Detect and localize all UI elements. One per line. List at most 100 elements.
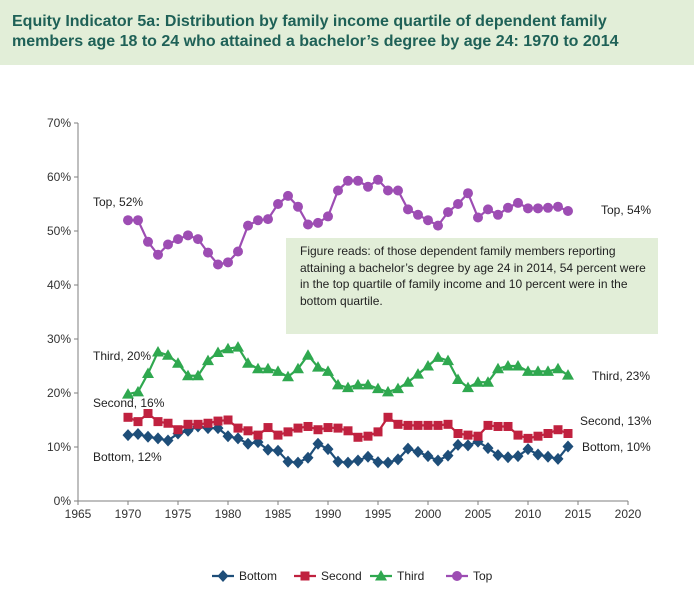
data-point-second bbox=[263, 423, 273, 433]
data-point-top bbox=[173, 234, 183, 245]
series-labels: Bottom, 12% Bottom, 10% Second, 16% Second,… bbox=[93, 195, 652, 464]
data-point-second bbox=[563, 429, 573, 438]
data-point-top bbox=[263, 214, 273, 225]
x-tick-label: 1970 bbox=[115, 507, 142, 521]
series-top bbox=[123, 174, 573, 270]
data-point-third bbox=[412, 368, 424, 379]
data-point-top bbox=[343, 175, 353, 186]
data-point-second bbox=[413, 420, 423, 430]
data-point-top bbox=[253, 215, 263, 226]
data-point-top bbox=[443, 207, 453, 218]
data-point-bottom bbox=[422, 450, 434, 463]
data-point-top bbox=[533, 203, 543, 214]
data-point-bottom bbox=[532, 448, 544, 461]
data-point-third bbox=[452, 373, 464, 384]
data-point-second bbox=[283, 427, 293, 437]
data-point-top bbox=[413, 209, 423, 220]
data-point-top bbox=[473, 212, 483, 223]
data-point-bottom bbox=[152, 432, 164, 445]
data-point-second bbox=[503, 421, 513, 431]
data-point-second bbox=[463, 430, 473, 440]
data-point-third bbox=[302, 349, 314, 360]
figure-reads-annotation: Figure reads: of those dependent family … bbox=[286, 238, 658, 334]
data-point-third bbox=[152, 345, 164, 357]
data-point-third bbox=[552, 362, 564, 374]
annotation-line: in the top quartile of family income and… bbox=[300, 277, 628, 291]
data-point-top bbox=[453, 199, 463, 209]
data-point-top bbox=[313, 217, 323, 228]
data-point-second bbox=[293, 423, 303, 433]
data-point-second bbox=[443, 419, 453, 429]
data-point-third bbox=[292, 362, 304, 374]
end-label-top: Top, 54% bbox=[601, 203, 651, 217]
data-point-top bbox=[143, 236, 153, 247]
data-point-bottom bbox=[442, 449, 454, 462]
data-point-second bbox=[233, 423, 243, 433]
data-point-top bbox=[243, 220, 253, 231]
data-point-bottom bbox=[232, 432, 244, 445]
x-tick-label: 2015 bbox=[565, 507, 592, 521]
annotation-line: bottom quartile. bbox=[300, 293, 383, 308]
data-point-top bbox=[293, 201, 303, 212]
end-label-bottom: Bottom, 10% bbox=[582, 440, 651, 454]
legend-marker bbox=[452, 571, 462, 581]
data-point-second bbox=[273, 430, 283, 440]
data-point-third bbox=[442, 354, 454, 366]
data-point-bottom bbox=[272, 444, 284, 457]
data-point-top bbox=[563, 206, 573, 217]
data-point-top bbox=[163, 239, 173, 250]
chart-title-line-2: members age 18 to 24 who attained a bach… bbox=[12, 33, 619, 50]
start-label-third: Third, 20% bbox=[93, 349, 151, 363]
end-label-second: Second, 13% bbox=[580, 414, 652, 428]
data-point-bottom bbox=[352, 454, 364, 467]
data-point-third bbox=[202, 354, 214, 366]
x-tick-label: 1965 bbox=[65, 507, 92, 521]
data-point-third bbox=[502, 360, 514, 371]
data-point-second bbox=[143, 409, 153, 419]
data-point-second bbox=[333, 423, 343, 433]
y-tick-label: 50% bbox=[47, 224, 71, 238]
data-point-third bbox=[392, 382, 404, 394]
x-tick-label: 1980 bbox=[215, 507, 242, 521]
data-point-top bbox=[273, 199, 283, 209]
data-point-second bbox=[193, 419, 203, 429]
legend-item-bottom: Bottom bbox=[212, 569, 277, 583]
data-point-top bbox=[233, 246, 243, 257]
data-point-bottom bbox=[382, 456, 394, 469]
axes: 0% 10% 20% 30% 40% 50% 60% 70% 1965 1970 1975 1980 1… bbox=[47, 116, 642, 521]
title-band: Equity Indicator 5a: Distribution by fam… bbox=[0, 0, 694, 65]
data-point-bottom bbox=[392, 453, 404, 466]
data-point-second bbox=[533, 431, 543, 441]
data-point-third bbox=[212, 346, 224, 357]
data-point-bottom bbox=[292, 456, 304, 469]
data-point-second bbox=[403, 420, 413, 430]
y-tick-label: 0% bbox=[54, 494, 72, 508]
data-point-top bbox=[193, 234, 203, 245]
data-point-second bbox=[153, 417, 163, 427]
data-point-bottom bbox=[132, 428, 144, 441]
legend-item-third: Third bbox=[370, 569, 424, 583]
y-tick-label: 40% bbox=[47, 278, 71, 292]
data-point-bottom bbox=[162, 434, 174, 447]
data-point-top bbox=[283, 190, 293, 201]
data-point-bottom bbox=[562, 440, 574, 453]
y-tick-label: 70% bbox=[47, 116, 71, 130]
x-tick-label: 2005 bbox=[465, 507, 492, 521]
data-point-bottom bbox=[482, 442, 494, 455]
data-point-second bbox=[523, 433, 533, 443]
data-point-second bbox=[213, 416, 223, 426]
data-point-second bbox=[173, 425, 183, 435]
start-label-bottom: Bottom, 12% bbox=[93, 450, 162, 464]
data-point-third bbox=[352, 378, 364, 390]
data-point-bottom bbox=[522, 443, 534, 456]
data-point-second bbox=[453, 429, 463, 438]
series-third bbox=[122, 341, 574, 399]
data-point-bottom bbox=[322, 443, 334, 456]
legend-marker bbox=[375, 570, 387, 581]
data-point-third bbox=[512, 360, 524, 371]
data-point-second bbox=[493, 421, 503, 431]
data-point-top bbox=[393, 185, 403, 196]
data-point-bottom bbox=[512, 450, 524, 463]
data-point-second bbox=[483, 420, 493, 430]
data-point-top bbox=[373, 174, 383, 185]
